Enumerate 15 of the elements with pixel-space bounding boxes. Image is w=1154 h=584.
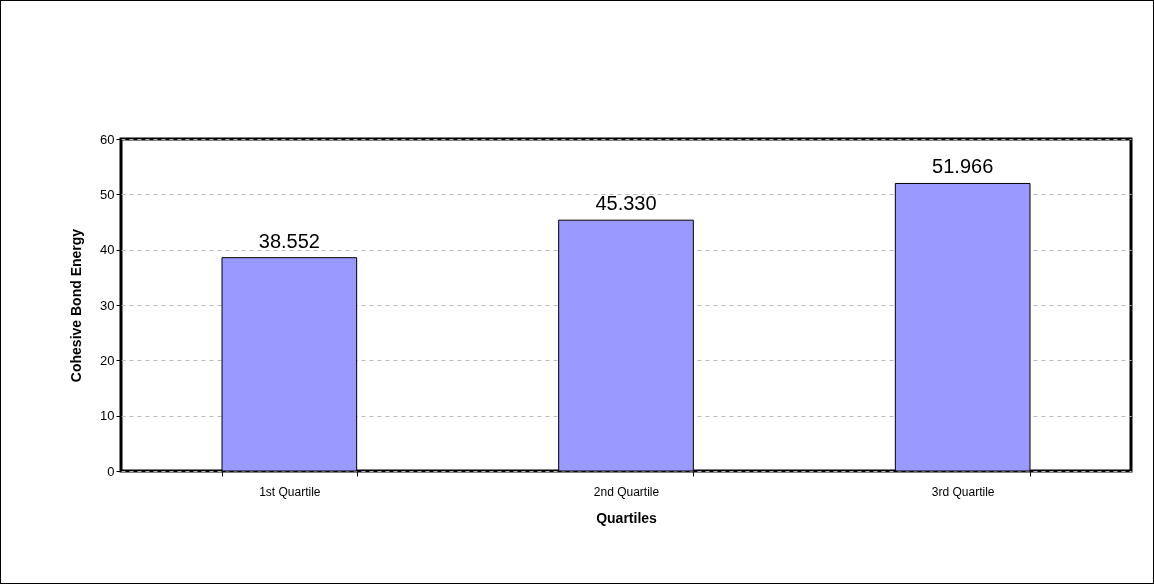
data-label: 51.966 [932,155,994,178]
x-axis-title: Quartiles [596,509,658,526]
x-tick-label: 1st Quartile [259,484,321,499]
y-tick-label: 0 [107,463,115,479]
y-tick-label: 50 [100,186,115,202]
y-tick-label: 10 [100,408,115,424]
y-axis-title: Cohesive Bond Energy [68,228,85,383]
data-label: 45.330 [595,192,657,215]
x-tick-label: 2nd Quartile [593,484,660,499]
data-label: 38.552 [258,229,320,252]
y-tick-label: 60 [100,131,115,147]
y-tick-label: 20 [100,352,115,368]
y-tick-label: 40 [100,242,115,258]
y-tick-label: 30 [100,297,115,313]
x-tick-label: 3rd Quartile [931,484,995,499]
